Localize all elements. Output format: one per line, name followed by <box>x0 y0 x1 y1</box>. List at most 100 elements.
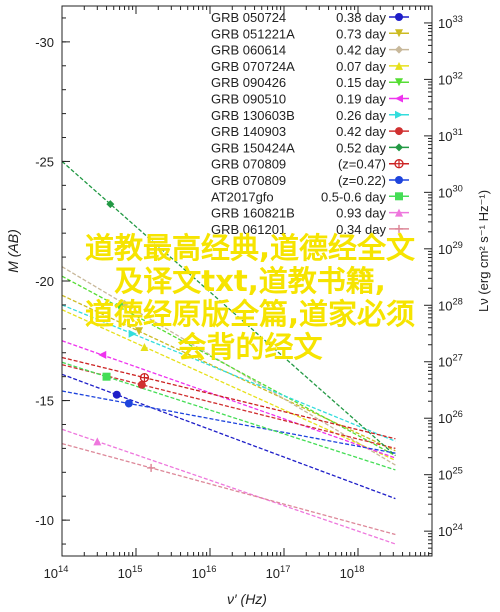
legend-label: 0.93 day <box>336 206 386 221</box>
legend-marker <box>395 110 403 119</box>
data-point <box>140 342 149 351</box>
legend-marker <box>395 94 403 103</box>
legend-marker <box>395 127 403 136</box>
legend-label: 0.38 day <box>336 10 386 25</box>
series-line <box>61 304 396 442</box>
legend-label: GRB 150424A <box>211 140 295 155</box>
series-line <box>61 390 396 454</box>
legend-label: 0.07 day <box>336 59 386 74</box>
y2-tick-label: 1028 <box>438 296 463 313</box>
legend-marker <box>395 13 403 21</box>
legend-label: 0.73 day <box>336 26 386 41</box>
legend-label: GRB 051221A <box>211 26 295 41</box>
y2-tick-label: 1024 <box>438 522 463 539</box>
x-tick-label: 1015 <box>118 564 143 581</box>
y2-axis-label: Lν (erg cm² s⁻¹ Hz⁻¹) <box>476 190 491 312</box>
series-line <box>61 428 396 545</box>
series-line <box>61 442 396 536</box>
x-tick-label: 1014 <box>44 564 69 581</box>
y2-tick-label: 1025 <box>438 466 463 483</box>
legend-marker <box>395 13 403 21</box>
legend-label: 0.19 day <box>336 92 386 107</box>
legend-label: GRB 061201 <box>211 222 286 237</box>
legend-marker <box>395 61 403 70</box>
y2-tick-label: 1027 <box>438 353 463 370</box>
y2-tick-label: 1032 <box>438 70 463 87</box>
legend-marker <box>395 45 403 54</box>
series-line <box>61 356 396 440</box>
data-point <box>128 329 137 338</box>
data-point <box>102 372 111 381</box>
legend-label: GRB 070809 <box>211 157 286 172</box>
legend-marker <box>394 159 404 169</box>
legend-label: 0.5-0.6 day <box>321 189 387 204</box>
overlay-line: 会背的经文 <box>177 330 323 364</box>
legend-marker <box>395 143 403 152</box>
legend-label: 0.42 day <box>336 124 386 139</box>
y2-tick-label: 1029 <box>438 240 463 257</box>
legend-label: 0.34 day <box>336 222 386 237</box>
legend-label: (z=0.47) <box>338 157 386 172</box>
y2-tick-label: 1031 <box>438 127 463 144</box>
legend-marker <box>395 192 403 201</box>
y-tick-label: -20 <box>35 274 54 289</box>
legend-label: GRB 070809 <box>211 173 286 188</box>
legend-label: 0.52 day <box>336 140 386 155</box>
legend-marker <box>395 29 403 38</box>
legend-label: GRB 160821B <box>211 206 295 221</box>
legend-marker <box>395 94 403 103</box>
legend-label: GRB 050724 <box>211 10 286 25</box>
legend-marker <box>395 61 403 70</box>
y-tick-label: -25 <box>35 154 54 169</box>
series-line <box>61 364 396 450</box>
series-line <box>61 309 396 461</box>
legend-label: GRB 090510 <box>211 92 286 107</box>
legend-label: 0.15 day <box>336 75 386 90</box>
legend-label: GRB 060614 <box>211 43 286 58</box>
y2-tick-label: 1026 <box>438 409 463 426</box>
legend-marker <box>395 45 403 54</box>
legend-label: 0.42 day <box>336 43 386 58</box>
x-axis-label: ν′ (Hz) <box>227 591 267 607</box>
legend-label: GRB 070724A <box>211 59 295 74</box>
legend-label: GRB 090426 <box>211 75 286 90</box>
x-tick-label: 1016 <box>192 564 217 581</box>
y2-tick-label: 1030 <box>438 183 463 200</box>
series-line <box>61 361 396 471</box>
legend-layer: GRB 050724 0.38 day GRB 051221A 0.73 day GRB… <box>211 10 409 237</box>
legend-marker <box>395 143 403 152</box>
overlay-line: 道德经原版全篇,道家必须 <box>84 297 416 331</box>
legend-marker <box>395 110 403 119</box>
series-line <box>61 340 396 459</box>
legend-marker <box>395 127 403 136</box>
y-tick-label: -15 <box>35 394 54 409</box>
data-point <box>120 299 129 308</box>
data-point <box>124 399 133 408</box>
legend-marker <box>395 192 403 201</box>
y-tick-label: -10 <box>35 513 54 528</box>
y-axis-label: M (AB) <box>5 229 21 273</box>
x-tick-label: 1017 <box>266 564 291 581</box>
series-line <box>61 373 396 500</box>
legend-marker <box>395 29 403 38</box>
markers-layer <box>93 200 156 472</box>
overlay-line: 道教最高经典,道德经全文 <box>84 231 416 265</box>
legend-label: 0.26 day <box>336 108 386 123</box>
y2-tick-label: 1033 <box>438 14 463 31</box>
legend-marker <box>395 208 403 217</box>
series-line <box>61 160 396 457</box>
legend-marker <box>395 78 403 87</box>
overlay-line: 及译文txt,道教书籍, <box>114 264 386 298</box>
y-tick-label: -30 <box>35 35 54 50</box>
series-layer <box>61 160 396 545</box>
legend-label: (z=0.22) <box>338 173 386 188</box>
data-point <box>137 380 146 389</box>
axes-layer: 1014 1015 1016 1017 1018 -30 -25 -20 -15 -10 1024 1… <box>5 5 491 607</box>
overlay-text: 道教最高经典,道德经全文 及译文txt,道教书籍, 道德经原版全篇,道家必须 会… <box>0 232 500 364</box>
data-point <box>98 350 107 359</box>
x-tick-label: 1018 <box>340 564 365 581</box>
legend-label: GRB 130603B <box>211 108 295 123</box>
data-point <box>93 437 102 446</box>
